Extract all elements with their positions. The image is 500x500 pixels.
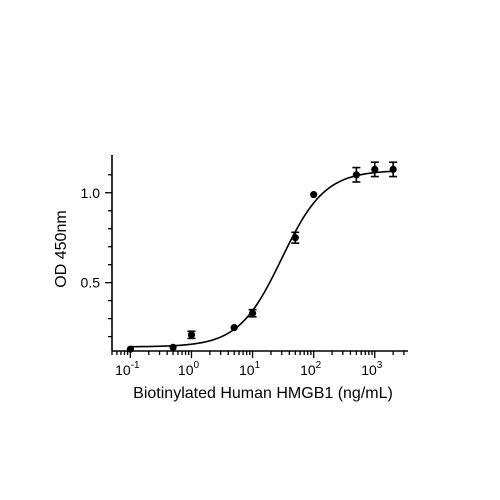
data-point xyxy=(310,190,318,199)
x-axis-label: Biotinylated Human HMGB1 (ng/mL) xyxy=(133,385,393,402)
x-tick-base: 10 xyxy=(239,362,255,378)
x-tick-exponent: 0 xyxy=(193,360,199,371)
y-ticks: 0.5 1.0 xyxy=(81,174,112,338)
x-tick-label: 10-1 xyxy=(115,360,140,378)
plot-area xyxy=(126,161,398,353)
x-tick-exponent: 1 xyxy=(255,360,261,371)
x-tick-label: 102 xyxy=(300,360,322,378)
data-point xyxy=(371,165,379,173)
data-point xyxy=(169,343,177,352)
x-tick-base: 10 xyxy=(115,362,131,378)
x-tick-base: 10 xyxy=(361,362,377,378)
x-tick-exponent: 2 xyxy=(316,360,322,371)
x-tick-base: 10 xyxy=(178,362,194,378)
data-point xyxy=(248,309,257,317)
data-point xyxy=(352,171,360,179)
x-tick-label: 103 xyxy=(361,360,383,378)
x-tick-label: 101 xyxy=(239,360,261,378)
data-point xyxy=(187,331,196,339)
data-point xyxy=(389,165,397,173)
x-ticks: 10-1 100 101 102 103 xyxy=(111,351,405,378)
x-tick-exponent: -1 xyxy=(131,360,140,371)
data-point xyxy=(126,345,134,353)
y-tick-label: 0.5 xyxy=(81,275,101,291)
axes xyxy=(111,155,408,352)
y-tick-label: 1.0 xyxy=(81,185,101,201)
x-tick-exponent: 3 xyxy=(377,360,383,371)
y-axis-label: OD 450nm xyxy=(53,210,70,287)
fit-curve xyxy=(130,170,394,348)
data-point xyxy=(230,324,238,332)
data-points xyxy=(126,161,398,353)
x-tick-base: 10 xyxy=(300,362,316,378)
x-tick-label: 100 xyxy=(178,360,200,378)
data-point xyxy=(291,234,299,242)
